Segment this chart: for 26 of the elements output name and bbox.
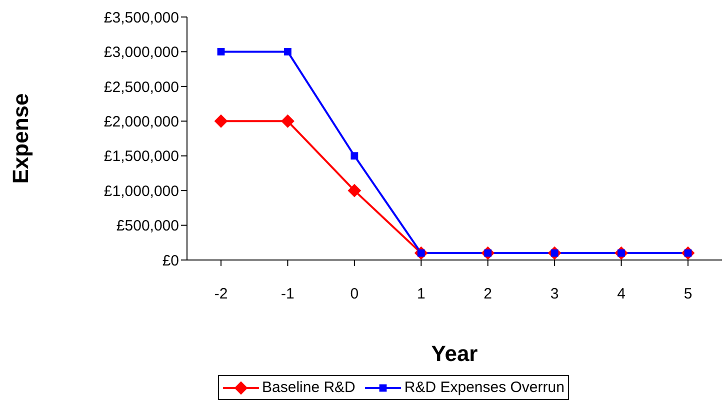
y-tick-label: £500,000: [116, 218, 179, 235]
x-tick-label: 3: [550, 286, 559, 303]
y-tick-label: £3,000,000: [104, 44, 179, 62]
point: [350, 152, 358, 160]
x-tick-label: 1: [416, 286, 426, 303]
y-axis-title: Expense: [8, 93, 33, 184]
point: [281, 114, 294, 128]
point: [284, 48, 292, 56]
y-tick-label: £2,500,000: [104, 78, 179, 96]
point: [214, 114, 228, 128]
legend-label: Baseline R&D: [261, 379, 356, 396]
y-tick-label: £1,000,000: [104, 182, 179, 200]
legend-label: R&D Expenses Overrun: [403, 379, 564, 396]
y-tick-label: £1,500,000: [104, 148, 179, 166]
y-tick-label: £3,500,000: [104, 9, 179, 26]
x-axis-title: Year: [431, 341, 478, 366]
x-tick-label: 4: [617, 286, 626, 303]
x-tick-label: 5: [684, 286, 692, 303]
y-tick-label: £2,000,000: [104, 113, 179, 130]
x-tick-label: -1: [281, 286, 294, 303]
point: [217, 48, 225, 56]
x-tick-label: -2: [214, 286, 228, 303]
point: [348, 184, 361, 198]
x-tick-label: 0: [350, 286, 359, 303]
y-tick-label: £0: [162, 252, 179, 270]
x-tick-label: 2: [484, 286, 492, 303]
